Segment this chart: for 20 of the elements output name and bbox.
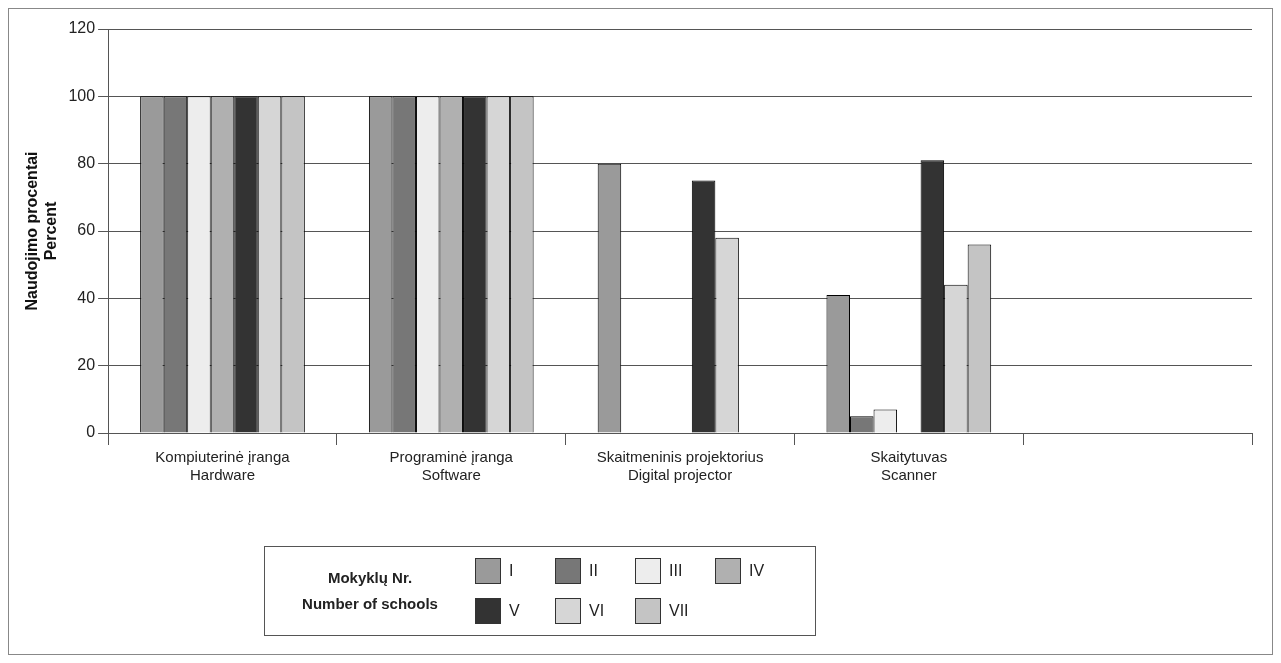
y-tick-label: 20 bbox=[77, 356, 96, 374]
legend-label: III bbox=[669, 562, 683, 580]
x-tick-label: Kompiuterinė įranga Hardware bbox=[155, 448, 291, 484]
y-tick-label: 60 bbox=[77, 221, 96, 239]
y-tick-label: 120 bbox=[68, 19, 96, 37]
x-tick-label: Skaitmeninis projektorius Digital projector bbox=[596, 448, 764, 484]
y-tick-label: 40 bbox=[77, 288, 96, 306]
x-tick-label: Programinė įranga Software bbox=[389, 448, 514, 484]
legend-label: V bbox=[509, 602, 520, 620]
y-axis-title: Naudojimo procentai Percent bbox=[23, 151, 60, 311]
legend-label: I bbox=[509, 562, 514, 580]
legend-label: IV bbox=[749, 562, 765, 580]
x-tick-label: Skaitytuvas Scanner bbox=[870, 448, 948, 484]
legend-label: VI bbox=[589, 602, 605, 620]
y-tick-label: 0 bbox=[86, 423, 96, 441]
legend-title: Mokyklų Nr. Number of schools bbox=[301, 568, 439, 614]
legend-label: II bbox=[589, 562, 598, 580]
y-tick-label: 100 bbox=[68, 86, 96, 104]
y-tick-label: 80 bbox=[77, 154, 96, 172]
legend-label: VII bbox=[669, 602, 689, 620]
